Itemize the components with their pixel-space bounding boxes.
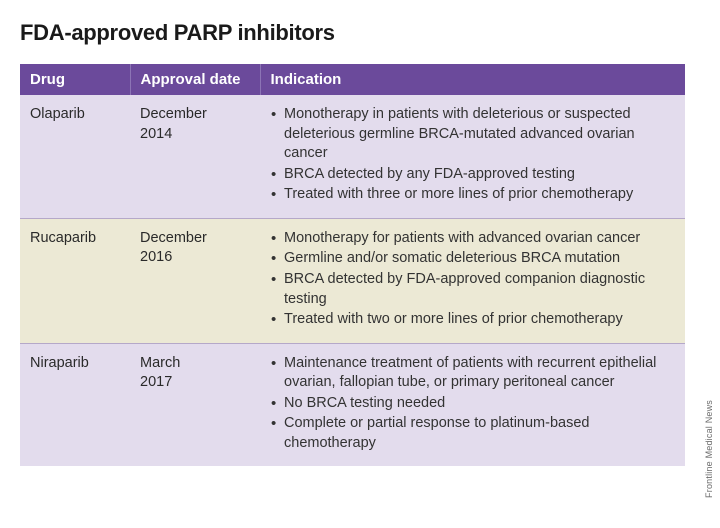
indication-list: Monotherapy in patients with deleterious… [270,105,675,205]
table-container: FDA-approved PARP inhibitors Drug Approv… [0,0,720,486]
date-cell: March2017 [130,343,260,466]
date-cell: December2016 [130,218,260,343]
drug-cell: Rucaparib [20,218,130,343]
indication-item: Treated with two or more lines of prior … [270,310,675,330]
col-header-drug: Drug [20,64,130,95]
date-cell: December2014 [130,95,260,218]
table-row: NiraparibMarch2017 Maintenance treatment … [20,343,685,466]
col-header-date: Approval date [130,64,260,95]
indication-list: Maintenance treatment of patients with r… [270,354,675,454]
page-title: FDA-approved PARP inhibitors [20,20,685,46]
indication-item: Treated with three or more lines of prio… [270,185,675,205]
table-body: OlaparibDecember2014Monotherapy in patie… [20,95,685,466]
indication-item: Complete or partial response to platinum… [270,414,675,453]
indication-cell: Maintenance treatment of patients with r… [260,343,685,466]
source-attribution: Frontline Medical News [704,400,714,498]
indication-item: BRCA detected by FDA-approved companion … [270,270,675,309]
table-row: RucaparibDecember2016 Monotherapy for pat… [20,218,685,343]
drug-cell: Olaparib [20,95,130,218]
indication-item: Monotherapy for patients with advanced o… [270,229,675,249]
indication-list: Monotherapy for patients with advanced o… [270,229,675,330]
indication-item: BRCA detected by any FDA-approved testin… [270,165,675,185]
drug-cell: Niraparib [20,343,130,466]
indication-cell: Monotherapy in patients with deleterious… [260,95,685,218]
indication-item: Monotherapy in patients with deleterious… [270,105,675,164]
indication-item: Maintenance treatment of patients with r… [270,354,675,393]
indication-item: No BRCA testing needed [270,394,675,414]
header-row: Drug Approval date Indication [20,64,685,95]
indication-cell: Monotherapy for patients with advanced o… [260,218,685,343]
parp-table: Drug Approval date Indication OlaparibDe… [20,64,685,466]
table-row: OlaparibDecember2014Monotherapy in patie… [20,95,685,218]
indication-item: Germline and/or somatic deleterious BRCA… [270,249,675,269]
col-header-indication: Indication [260,64,685,95]
